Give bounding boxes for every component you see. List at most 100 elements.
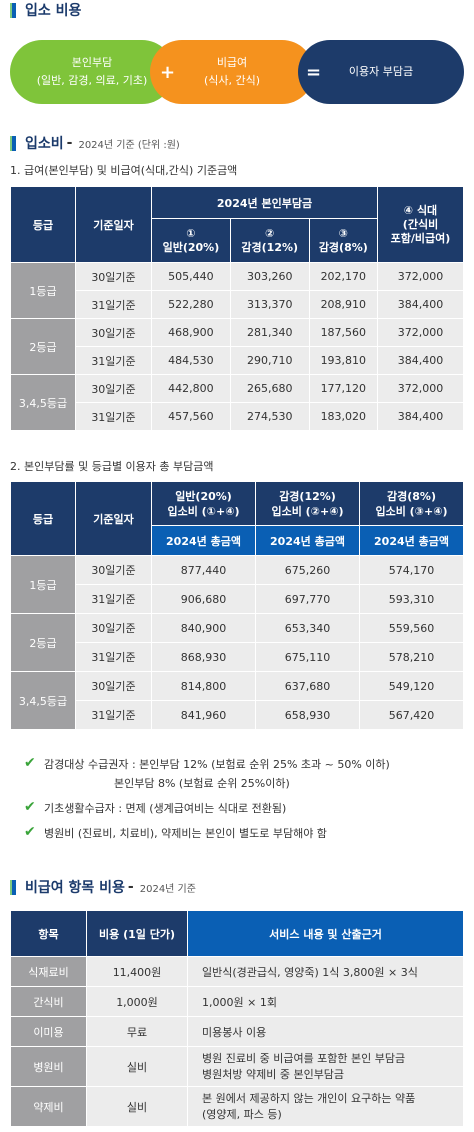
value-cell: 675,110 xyxy=(255,642,360,672)
value-cell: 559,560 xyxy=(359,613,464,643)
value-cell: 567,420 xyxy=(359,700,464,730)
days-cell: 30일기준 xyxy=(75,318,152,347)
notes-list: ✔ 감경대상 수급권자 : 본인부담 12% (보험료 순위 25% 초과 ~ … xyxy=(24,756,390,844)
pill-total: 이용자 부담금 xyxy=(298,40,464,104)
desc-cell: 1,000원 × 1회 xyxy=(187,986,464,1017)
value-cell: 637,680 xyxy=(255,671,360,701)
th-grade: 등급 xyxy=(10,481,76,556)
grade-cell: 2등급 xyxy=(10,613,76,672)
value-cell: 814,800 xyxy=(151,671,256,701)
days-cell: 31일기준 xyxy=(75,642,152,672)
value-cell: 202,170 xyxy=(308,262,379,291)
section-bar-icon xyxy=(10,879,16,895)
noncovered-table: 항목 비용 (1일 단가) 서비스 내용 및 산출근거 식재료비 11,400원… xyxy=(10,910,464,1127)
value-cell: 574,170 xyxy=(359,555,464,585)
value-cell: 522,280 xyxy=(151,290,231,319)
th-days: 기준일자 xyxy=(75,481,152,556)
th-reduced8-total: 감경(8%) 입소비 (③+④) xyxy=(359,481,464,526)
th-general-total: 일반(20%) 입소비 (①+④) xyxy=(151,481,256,526)
value-cell: 265,680 xyxy=(229,374,310,403)
value-cell: 484,530 xyxy=(151,346,231,375)
pill-copay: 본인부담 (일반, 감경, 의료, 기초) xyxy=(10,40,174,104)
section-title-noncovered: 비급여 항목 비용 - 2024년 기준 xyxy=(10,877,196,897)
value-cell: 372,000 xyxy=(377,374,464,403)
check-icon: ✔ xyxy=(24,755,36,771)
days-cell: 30일기준 xyxy=(75,555,152,585)
th-general: ① 일반(20%) xyxy=(151,218,231,263)
days-cell: 31일기준 xyxy=(75,290,152,319)
th-group: 2024년 본인부담금 xyxy=(151,186,378,219)
value-cell: 313,370 xyxy=(229,290,310,319)
pill-total-title: 이용자 부담금 xyxy=(348,65,414,78)
section-title-fees: 입소 비용 xyxy=(10,0,81,20)
value-cell: 906,680 xyxy=(151,584,256,614)
note-item: ✔ 병원비 (진료비, 치료비), 약제비는 본인이 별도로 부담해야 함 xyxy=(24,824,327,840)
value-cell: 658,930 xyxy=(255,700,360,730)
value-cell: 274,530 xyxy=(229,402,310,431)
section-bar-icon xyxy=(10,2,16,18)
th-reduced8: ③ 감경(8%) xyxy=(308,218,379,263)
cost-cell: 무료 xyxy=(86,1016,188,1047)
base-amount-table: 등급 기준일자 2024년 본인부담금 ④ 식대 (간식비 포함/비급여) ① … xyxy=(10,186,464,431)
note-item: ✔ 감경대상 수급권자 : 본인부담 12% (보험료 순위 25% 초과 ~ … xyxy=(24,755,390,771)
days-cell: 31일기준 xyxy=(75,700,152,730)
desc-cell: 본 원에서 제공하지 않는 개인이 요구하는 약품 (영양제, 파스 등) xyxy=(187,1086,464,1127)
th-subtotal: 2024년 총금액 xyxy=(151,525,256,556)
value-cell: 303,260 xyxy=(229,262,310,291)
pill-copay-sub: (일반, 감경, 의료, 기초) xyxy=(36,74,148,87)
equals-sign: = xyxy=(306,62,322,83)
note-item-continued: 본인부담 8% (보험료 순위 25%이하) xyxy=(114,777,290,790)
th-desc: 서비스 내용 및 산출근거 xyxy=(187,910,464,957)
desc-cell: 일반식(경관급식, 영양죽) 1식 3,800원 × 3식 xyxy=(187,956,464,987)
value-cell: 549,120 xyxy=(359,671,464,701)
value-cell: 208,910 xyxy=(308,290,379,319)
desc-cell: 미용봉사 이용 xyxy=(187,1016,464,1047)
note-item: ✔ 기초생활수급자 : 면제 (생계급여비는 식대로 전환됨) xyxy=(24,799,287,815)
section-bar-icon xyxy=(10,135,16,151)
days-cell: 30일기준 xyxy=(75,671,152,701)
value-cell: 183,020 xyxy=(308,402,379,431)
value-cell: 841,960 xyxy=(151,700,256,730)
days-cell: 31일기준 xyxy=(75,346,152,375)
value-cell: 384,400 xyxy=(377,346,464,375)
days-cell: 31일기준 xyxy=(75,402,152,431)
value-cell: 384,400 xyxy=(377,290,464,319)
value-cell: 193,810 xyxy=(308,346,379,375)
desc-cell: 병원 진료비 중 비급여를 포함한 본인 부담금 병원처방 약제비 중 본인부담… xyxy=(187,1046,464,1087)
item-cell: 이미용 xyxy=(10,1016,87,1047)
check-icon: ✔ xyxy=(24,824,36,840)
value-cell: 593,310 xyxy=(359,584,464,614)
days-cell: 31일기준 xyxy=(75,584,152,614)
th-reduced12-total: 감경(12%) 입소비 (②+④) xyxy=(255,481,360,526)
value-cell: 697,770 xyxy=(255,584,360,614)
th-grade: 등급 xyxy=(10,186,76,263)
value-cell: 290,710 xyxy=(229,346,310,375)
th-cost: 비용 (1일 단가) xyxy=(86,910,188,957)
cost-cell: 1,000원 xyxy=(86,986,188,1017)
days-cell: 30일기준 xyxy=(75,374,152,403)
value-cell: 877,440 xyxy=(151,555,256,585)
section-title-admission: 입소비 - 2024년 기준 (단위 :원) xyxy=(10,133,180,153)
value-cell: 372,000 xyxy=(377,262,464,291)
value-cell: 653,340 xyxy=(255,613,360,643)
th-meal: ④ 식대 (간식비 포함/비급여) xyxy=(377,186,464,263)
value-cell: 442,800 xyxy=(151,374,231,403)
item-cell: 식재료비 xyxy=(10,956,87,987)
cost-cell: 11,400원 xyxy=(86,956,188,987)
value-cell: 578,210 xyxy=(359,642,464,672)
th-reduced12: ② 감경(12%) xyxy=(229,218,310,263)
pill-noncovered-sub: (식사, 간식) xyxy=(203,74,261,87)
item-cell: 간식비 xyxy=(10,986,87,1017)
item-cell: 병원비 xyxy=(10,1046,87,1087)
grade-cell: 1등급 xyxy=(10,555,76,614)
cost-cell: 실비 xyxy=(86,1046,188,1087)
value-cell: 372,000 xyxy=(377,318,464,347)
value-cell: 868,930 xyxy=(151,642,256,672)
grade-cell: 2등급 xyxy=(10,318,76,375)
value-cell: 840,900 xyxy=(151,613,256,643)
value-cell: 468,900 xyxy=(151,318,231,347)
total-amount-table: 등급 기준일자 일반(20%) 입소비 (①+④) 감경(12%) 입소비 (②… xyxy=(10,481,464,730)
grade-cell: 3,4,5등급 xyxy=(10,671,76,730)
grade-cell: 3,4,5등급 xyxy=(10,374,76,431)
check-icon: ✔ xyxy=(24,799,36,815)
